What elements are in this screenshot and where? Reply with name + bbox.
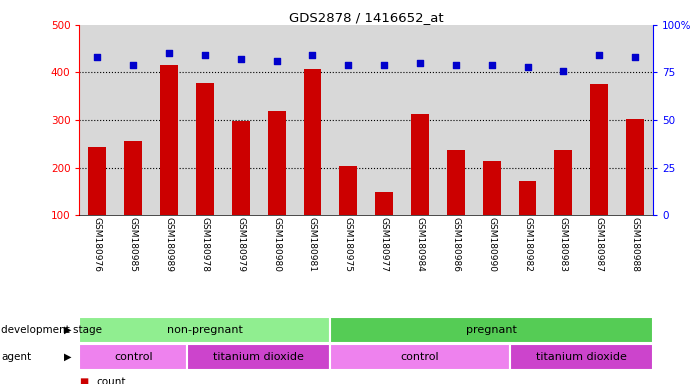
Point [307,52,318,58]
Text: control: control [114,352,153,362]
Point [522,64,533,70]
Bar [339,166,357,215]
Text: pregnant: pregnant [466,325,517,335]
Bar [267,111,285,215]
Point [92,54,103,60]
Bar [590,84,608,215]
Text: GSM180975: GSM180975 [344,217,353,272]
Point [235,56,246,62]
Bar [231,121,249,215]
Bar [447,150,465,215]
Point [415,60,426,66]
Text: GSM180985: GSM180985 [129,217,138,272]
Text: agent: agent [1,352,32,362]
Point [486,62,498,68]
Text: GSM180981: GSM180981 [308,217,317,272]
Point [379,62,390,68]
Bar [411,114,429,215]
Bar [303,69,321,215]
Bar [124,141,142,215]
Text: ▶: ▶ [64,352,71,362]
Text: GSM180988: GSM180988 [631,217,640,272]
Bar [160,65,178,215]
Text: GSM180977: GSM180977 [379,217,388,272]
Text: development stage: development stage [1,325,102,335]
Text: GSM180980: GSM180980 [272,217,281,272]
Title: GDS2878 / 1416652_at: GDS2878 / 1416652_at [289,11,444,24]
Text: control: control [401,352,439,362]
Point [451,62,462,68]
Text: GSM180979: GSM180979 [236,217,245,272]
Text: GSM180990: GSM180990 [487,217,496,272]
Bar [196,83,214,215]
Bar [187,344,330,370]
Bar [518,181,536,215]
Point [128,62,139,68]
Text: GSM180987: GSM180987 [595,217,604,272]
Text: GSM180976: GSM180976 [93,217,102,272]
Bar [554,150,572,215]
Point [200,52,211,58]
Bar [509,344,653,370]
Bar [483,161,501,215]
Text: GSM180986: GSM180986 [451,217,460,272]
Bar [375,192,393,215]
Text: count: count [97,377,126,384]
Bar [79,317,330,343]
Bar [88,147,106,215]
Point [164,50,175,56]
Text: ▶: ▶ [64,325,71,335]
Point [630,54,641,60]
Text: titanium dioxide: titanium dioxide [536,352,627,362]
Bar [330,317,653,343]
Point [594,52,605,58]
Text: ■: ■ [79,377,88,384]
Text: GSM180989: GSM180989 [164,217,173,272]
Bar [330,344,509,370]
Point [558,68,569,74]
Text: non-pregnant: non-pregnant [167,325,243,335]
Text: GSM180984: GSM180984 [415,217,424,272]
Text: GSM180983: GSM180983 [559,217,568,272]
Text: GSM180978: GSM180978 [200,217,209,272]
Text: GSM180982: GSM180982 [523,217,532,272]
Text: titanium dioxide: titanium dioxide [214,352,304,362]
Point [343,62,354,68]
Bar [79,344,187,370]
Point [271,58,282,64]
Bar [626,119,644,215]
